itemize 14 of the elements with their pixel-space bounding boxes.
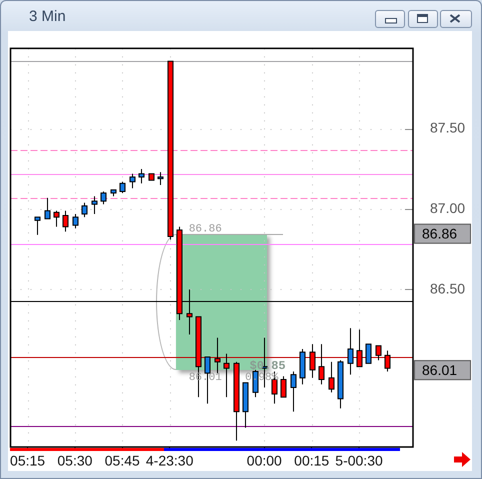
y-tick-label: 87.50: [430, 120, 466, 136]
x-tick-label: 05:30: [57, 452, 93, 468]
x-tick-label: 05:15: [10, 452, 46, 468]
y-tick-label: 87.00: [430, 200, 466, 216]
text: 86.86: [422, 226, 458, 242]
x-tick-label: 5-00:30: [335, 452, 383, 468]
annotation: 86.86: [188, 224, 222, 236]
x-tick-label: 4-23:30: [146, 452, 194, 468]
x-tick-label: 00:00: [246, 452, 282, 468]
chart-title: 3 Min: [29, 8, 66, 26]
x-tick-label: 00:15: [294, 452, 330, 468]
x-tick-label: 05:45: [104, 452, 140, 468]
text: 86.01: [422, 362, 458, 378]
y-tick-label: 86.50: [430, 280, 466, 296]
